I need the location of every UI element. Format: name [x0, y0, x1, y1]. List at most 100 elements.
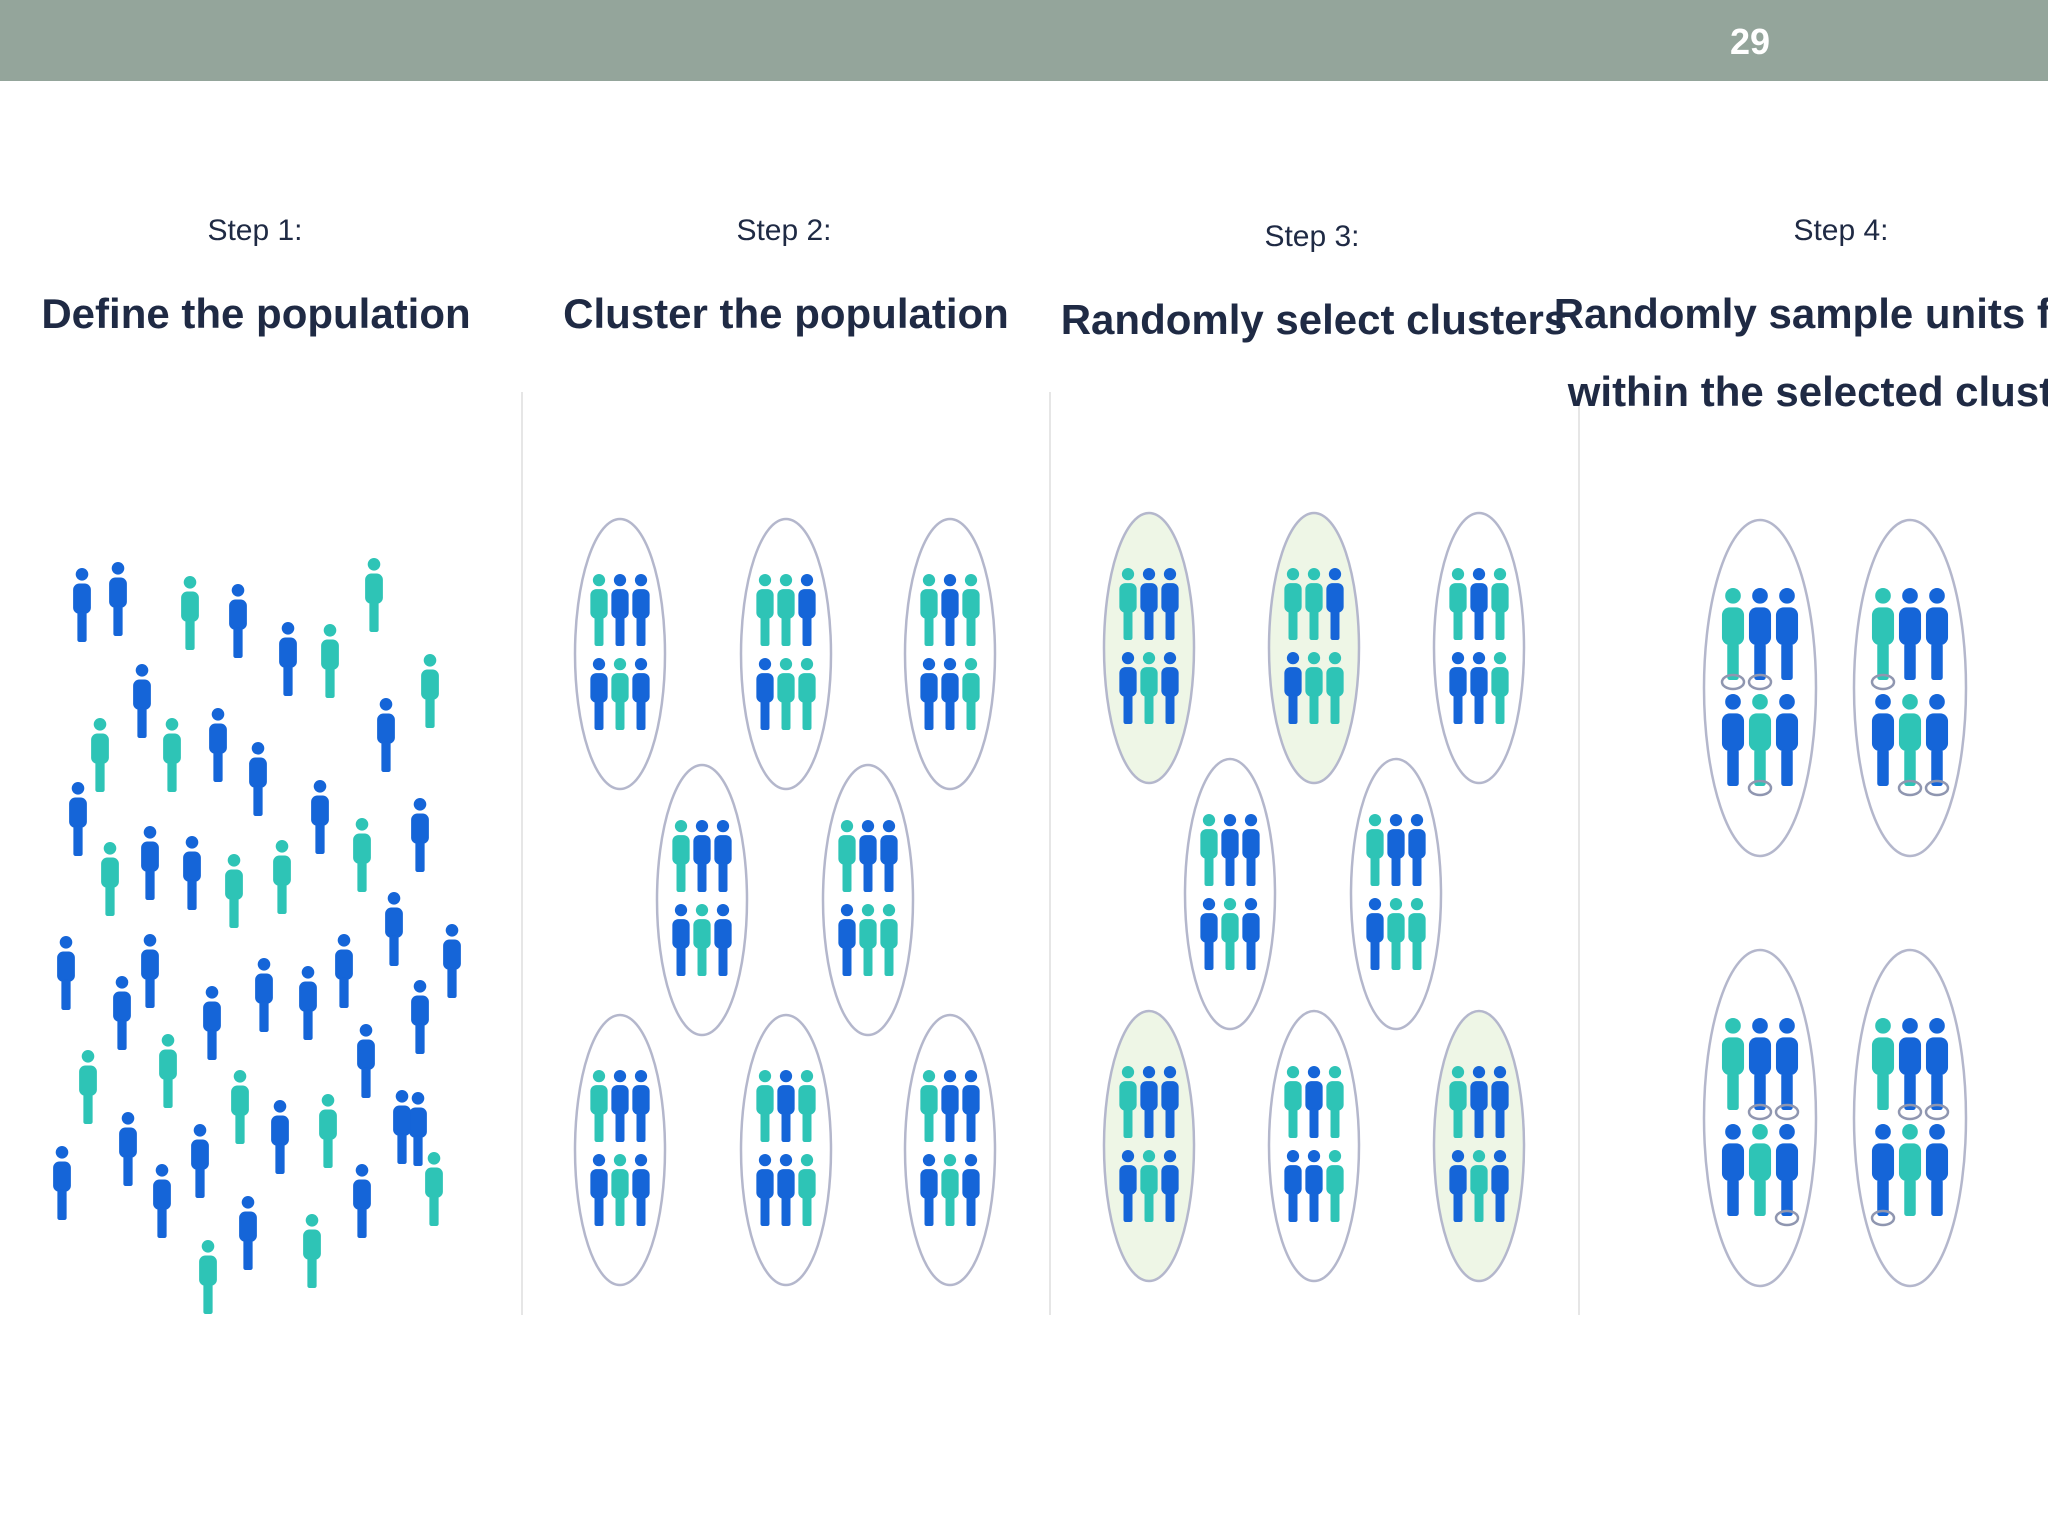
step-3-cluster-3-person-3: [1491, 568, 1509, 640]
step-4-cluster-4-sample-marker-4: [1870, 1209, 1896, 1227]
population-person-47: [303, 1214, 321, 1288]
step-3-cluster-5-person-5: [1387, 898, 1405, 970]
step-3-cluster-7-person-6: [1326, 1150, 1344, 1222]
step-4-cluster-3-sample-marker-3: [1774, 1103, 1800, 1121]
step-3-cluster-2-person-1: [1284, 568, 1302, 640]
step-4-cluster-1-person-4: [1721, 694, 1745, 786]
step-3-cluster-1-person-6: [1161, 652, 1179, 724]
step-3-cluster-5-person-6: [1408, 898, 1426, 970]
step-4-cluster-2-person-5: [1898, 694, 1922, 786]
population-person-30: [299, 966, 317, 1040]
step-3-cluster-8-person-1: [1449, 1066, 1467, 1138]
step-4-cluster-4: [1852, 948, 1968, 1288]
step-2-cluster-2-person-4: [756, 658, 774, 730]
population-person-39: [119, 1112, 137, 1186]
step-4-cluster-1-sample-marker-1: [1720, 673, 1746, 691]
step-4-cluster-2-sample-marker-5: [1897, 779, 1923, 797]
step-4-cluster-3-person-6: [1775, 1124, 1799, 1216]
step-4-cluster-4-person-6: [1925, 1124, 1949, 1216]
population-person-10: [163, 718, 181, 792]
population-person-49: [425, 1152, 443, 1226]
population-person-2: [109, 562, 127, 636]
step-4-cluster-1-person-1: [1721, 588, 1745, 680]
population-person-18: [183, 836, 201, 910]
population-person-14: [421, 654, 439, 728]
step-3-cluster-1-person-3: [1161, 568, 1179, 640]
population-person-27: [141, 934, 159, 1008]
step-2-cluster-4-person-1: [672, 820, 690, 892]
population-person-43: [393, 1090, 411, 1164]
population-person-29: [255, 958, 273, 1032]
step-2-cluster-6-person-6: [632, 1154, 650, 1226]
step-3-cluster-5-person-4: [1366, 898, 1384, 970]
step-2-cluster-6-person-3: [632, 1070, 650, 1142]
step-4-cluster-2-sample-marker-1: [1870, 673, 1896, 691]
population-person-1: [73, 568, 91, 642]
step-2-cluster-6-person-4: [590, 1154, 608, 1226]
step-4-cluster-3-person-3: [1775, 1017, 1799, 1110]
step-2-cluster-7-person-6: [798, 1154, 816, 1226]
step-3-cluster-7-person-2: [1305, 1066, 1323, 1138]
step-3-cluster-5: [1349, 757, 1443, 1031]
step-4-cluster-3-person-5: [1748, 1124, 1772, 1216]
step-2-title: Cluster the population: [563, 290, 1009, 337]
step-2-cluster-2-person-3: [798, 574, 816, 646]
step-1-title: Define the population: [41, 290, 470, 337]
step-2-label: Step 2:: [736, 214, 831, 247]
step-3-cluster-1-person-4: [1119, 652, 1137, 724]
population-person-48: [199, 1240, 217, 1314]
step-3-cluster-4-person-3: [1242, 814, 1260, 886]
step-2-cluster-4-person-5: [693, 904, 711, 976]
step-2-cluster-8: [903, 1013, 997, 1287]
population-person-35: [159, 1034, 177, 1108]
step-3-cluster-4-person-6: [1242, 898, 1260, 970]
population-person-31: [335, 934, 353, 1008]
population-person-17: [141, 826, 159, 900]
step-1-label: Step 1:: [207, 214, 302, 247]
step-3-cluster-1-person-5: [1140, 652, 1158, 724]
step-3-cluster-8-person-6: [1491, 1150, 1509, 1222]
step-3-cluster-4-person-4: [1200, 898, 1218, 970]
step-2-cluster-3-person-3: [962, 574, 980, 646]
step-3-cluster-5-person-2: [1387, 814, 1405, 886]
population-person-8: [133, 664, 151, 738]
step-2-cluster-8-person-1: [920, 1070, 938, 1142]
step-3-cluster-7-person-5: [1305, 1150, 1323, 1222]
step-2-cluster-1-person-5: [611, 658, 629, 730]
step-2-cluster-4-person-6: [714, 904, 732, 976]
step-3-cluster-1-person-2: [1140, 568, 1158, 640]
population-person-9: [91, 718, 109, 792]
step-3-cluster-7-person-4: [1284, 1150, 1302, 1222]
step-4-cluster-3-person-1: [1721, 1017, 1745, 1110]
step-4-cluster-3-person-4: [1721, 1124, 1745, 1216]
step-4-cluster-4-person-3: [1925, 1017, 1949, 1110]
step-4-cluster-3-sample-marker-6: [1774, 1209, 1800, 1227]
step-2-cluster-6-person-5: [611, 1154, 629, 1226]
population-person-36: [231, 1070, 249, 1144]
step-3-label: Step 3:: [1264, 220, 1359, 253]
step-2-cluster-3-person-4: [920, 658, 938, 730]
step-3-cluster-3-person-6: [1491, 652, 1509, 724]
step-4-cluster-1-sample-marker-5: [1747, 779, 1773, 797]
step-2-cluster-7-person-1: [756, 1070, 774, 1142]
step-4-cluster-2-person-1: [1871, 588, 1895, 680]
step-2-cluster-3-person-2: [941, 574, 959, 646]
step-3-cluster-3-person-1: [1449, 568, 1467, 640]
population-person-34: [79, 1050, 97, 1124]
population-person-38: [409, 1092, 427, 1166]
step-2-cluster-1-person-3: [632, 574, 650, 646]
step-2-cluster-8-person-2: [941, 1070, 959, 1142]
population-person-19: [225, 854, 243, 928]
step-4-cluster-4-person-2: [1898, 1017, 1922, 1110]
step-2-cluster-2-person-1: [756, 574, 774, 646]
step-2-cluster-3-person-1: [920, 574, 938, 646]
step-2-cluster-6: [573, 1013, 667, 1287]
step-3-cluster-7: [1267, 1009, 1361, 1283]
step-2-cluster-2-person-6: [798, 658, 816, 730]
step-2-cluster-3: [903, 517, 997, 791]
step-3-cluster-3: [1432, 511, 1526, 785]
population-person-41: [271, 1100, 289, 1174]
step-3-cluster-6-person-1: [1119, 1066, 1137, 1138]
step-2-cluster-6-person-1: [590, 1070, 608, 1142]
